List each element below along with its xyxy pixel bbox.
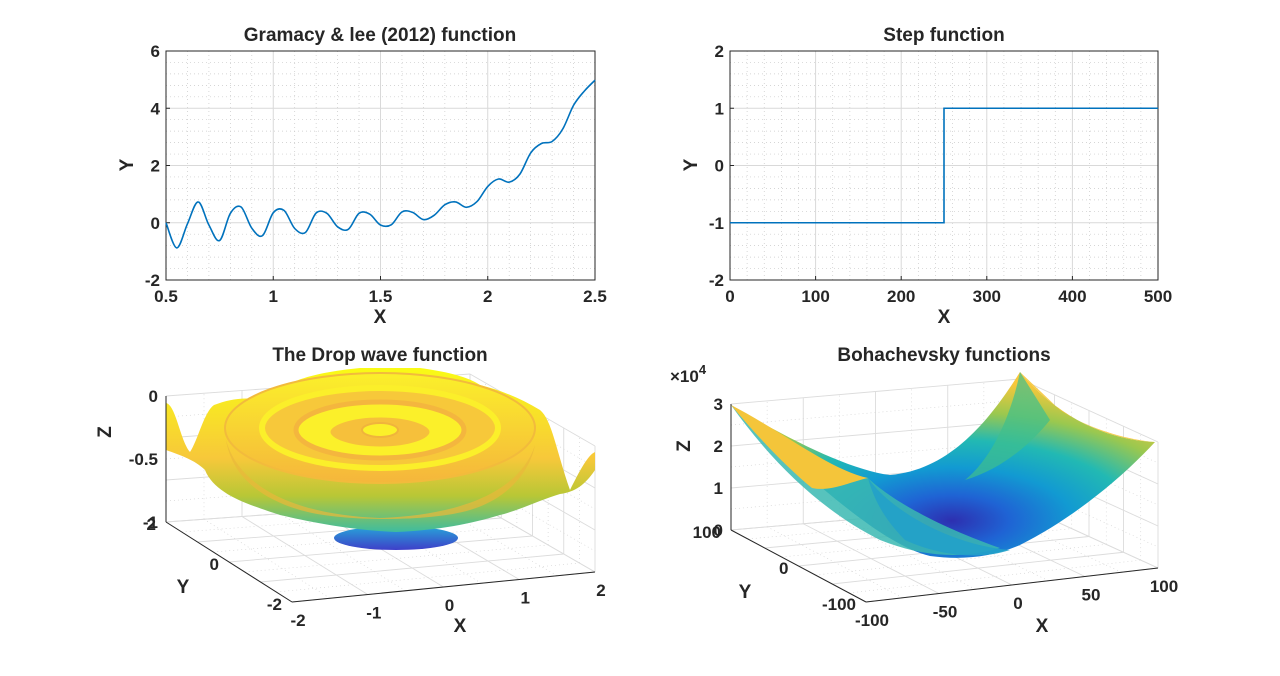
gramacy-lee-xlabel: X xyxy=(374,307,387,328)
p3-xtick-label: -1 xyxy=(366,604,381,623)
p4-ztick-label: 1 xyxy=(714,479,723,498)
drop-wave-panel: -2 -1 0 1 2-202-1-0.50 The Drop wave functio… xyxy=(95,345,606,637)
p3-floor-gridline xyxy=(276,562,580,593)
gramacy-lee-title: Gramacy & lee (2012) function xyxy=(244,25,516,46)
p2-ytick-label: 1 xyxy=(715,99,724,118)
p3-floor-gridline xyxy=(355,507,482,584)
p1-ytick-label: 4 xyxy=(151,99,161,118)
bohachevsky-z-exponent: ×104 xyxy=(670,362,707,386)
p4-floor-gridline xyxy=(849,559,1141,594)
p3-xtick-label: 1 xyxy=(521,589,530,608)
p3-ztick-label: -1 xyxy=(143,513,158,532)
p1-xtick-label: 1 xyxy=(269,287,278,306)
p4-x-axis xyxy=(865,567,1159,603)
bohachevsky-zlabel: Z xyxy=(674,440,695,452)
p3-ztick-label: 0 xyxy=(149,387,158,406)
p3-floor-gridline xyxy=(203,518,331,599)
p4-wall-gridline xyxy=(730,378,1021,405)
p1-ytick-label: -2 xyxy=(145,271,160,290)
p2-ytick-label: -1 xyxy=(709,214,724,233)
p4-ztick-label: 0 xyxy=(714,521,723,540)
bohachevsky-surface xyxy=(731,372,1155,558)
p4-xtick-label: 100 xyxy=(1150,577,1178,596)
p3-floor-gridline xyxy=(260,553,564,583)
gramacy-lee-panel: 0.5 1 1.5 2 2.5 -2 0 2 4 6 Gramacy & lee (2012) f… xyxy=(117,25,607,328)
gramacy-lee-series-line xyxy=(165,79,596,249)
drop-wave-ticks: -2 -1 0 1 2-202-1-0.50 xyxy=(129,387,606,630)
step-xlabel: X xyxy=(938,307,951,328)
p1-xtick-label: 2 xyxy=(483,287,492,306)
drop-wave-zlabel: Z xyxy=(95,426,116,438)
p1-xtick-label: 0.5 xyxy=(154,287,178,306)
gramacy-lee-grid xyxy=(165,50,596,281)
p2-ytick-label: 0 xyxy=(715,157,724,176)
p2-xtick-label: 200 xyxy=(887,287,915,306)
p4-xtick-label: 0 xyxy=(1013,594,1022,613)
p4-wall-gridline xyxy=(1019,378,1159,443)
step-series-line xyxy=(730,107,1158,224)
drop-wave-ylabel: Y xyxy=(177,577,190,598)
p4-wall-gridline xyxy=(730,399,1021,426)
step-ylabel: Y xyxy=(681,158,702,171)
p3-x-axis xyxy=(291,571,596,603)
p1-ytick-label: 0 xyxy=(151,214,160,233)
p1-xtick-label: 2.5 xyxy=(583,287,607,306)
p4-xtick-label: -50 xyxy=(933,603,958,622)
p3-ytick-label: 2 xyxy=(147,515,156,534)
p3-floor-gridline xyxy=(279,513,406,592)
p3-xtick-label: 0 xyxy=(445,596,454,615)
p4-wall-gridline xyxy=(730,483,1021,510)
bohachevsky-xlabel: X xyxy=(1036,616,1049,637)
p1-ytick-label: 6 xyxy=(151,42,160,61)
p4-xtick-label: -100 xyxy=(855,611,889,630)
p4-ytick-label: 100 xyxy=(693,523,721,542)
p2-xtick-label: 100 xyxy=(801,287,829,306)
p4-ztick-label: 3 xyxy=(714,395,723,414)
p3-ztick-label: -0.5 xyxy=(129,450,158,469)
gramacy-lee-ticks: 0.5 1 1.5 2 2.5 -2 0 2 4 6 xyxy=(145,42,607,306)
p2-ytick-label: -2 xyxy=(709,271,724,290)
drop-wave-xlabel: X xyxy=(454,616,467,637)
p4-floor-gridline xyxy=(747,512,1038,540)
p1-ytick-label: 2 xyxy=(151,157,160,176)
p4-floor-gridline xyxy=(832,551,1124,585)
step-ticks: 0 100 200 300 400 500 -2 -1 0 1 2 xyxy=(709,42,1172,306)
p3-ytick-label: -2 xyxy=(267,595,282,614)
bohachevsky-ylabel: Y xyxy=(739,582,752,603)
p4-floor-gridline xyxy=(815,544,1107,576)
step-title: Step function xyxy=(883,25,1004,46)
p3-y-axis xyxy=(165,521,293,603)
p4-floor-gridline xyxy=(781,528,1072,558)
p1-xtick-label: 1.5 xyxy=(369,287,393,306)
p4-ztick-label: 2 xyxy=(714,437,723,456)
p4-ytick-label: 0 xyxy=(779,559,788,578)
bohachevsky-title: Bohachevsky functions xyxy=(837,345,1050,366)
p3-xtick-label: -2 xyxy=(290,611,305,630)
p3-ytick-label: 0 xyxy=(210,555,219,574)
p3-floor-gridline xyxy=(244,544,549,573)
p2-xtick-label: 500 xyxy=(1144,287,1172,306)
drop-wave-title: The Drop wave function xyxy=(272,345,487,366)
p2-xtick-label: 0 xyxy=(725,287,734,306)
p3-xtick-label: 2 xyxy=(596,581,605,600)
drop-wave-surface xyxy=(166,368,595,550)
p4-xtick-label: 50 xyxy=(1082,586,1101,605)
p4-ytick-label: -100 xyxy=(822,595,856,614)
p2-xtick-label: 400 xyxy=(1058,287,1086,306)
gramacy-lee-ylabel: Y xyxy=(117,158,138,171)
p4-y-axis xyxy=(730,529,867,603)
p2-xtick-label: 300 xyxy=(973,287,1001,306)
p2-ytick-label: 2 xyxy=(715,42,724,61)
